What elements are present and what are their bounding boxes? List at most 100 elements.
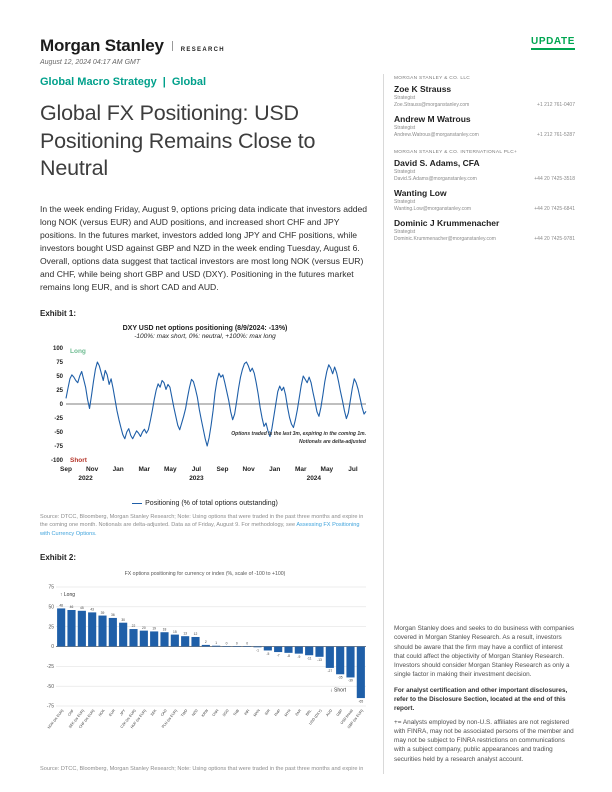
svg-text:-11: -11	[307, 657, 312, 661]
line-chart-svg: 100 75 50 25 0 -25 -50 -75 -100 Long Short Options …	[51, 346, 367, 482]
section-region: Global	[171, 76, 207, 88]
svg-text:NZD: NZD	[191, 708, 199, 717]
section-name: Global Macro Strategy	[40, 76, 157, 88]
svg-text:48: 48	[59, 604, 63, 608]
report-timestamp: August 12, 2024 04:17 AM GMT	[40, 59, 141, 66]
morgan-stanley-logo: Morgan Stanley	[40, 36, 164, 55]
svg-text:Short: Short	[70, 457, 88, 464]
svg-text:75: 75	[48, 585, 54, 591]
svg-text:100: 100	[53, 346, 64, 352]
svg-text:18: 18	[163, 628, 167, 632]
svg-text:45: 45	[80, 606, 84, 610]
svg-text:13: 13	[183, 632, 187, 636]
svg-text:CNH: CNH	[212, 708, 220, 717]
svg-text:Sep: Sep	[217, 466, 229, 473]
exhibit1-label: Exhibit 1:	[40, 308, 77, 318]
svg-text:AUD: AUD	[325, 708, 333, 717]
analyst-name: Andrew M Watrous	[394, 114, 471, 124]
svg-text:30: 30	[121, 618, 125, 622]
svg-text:Jul: Jul	[192, 466, 202, 473]
analyst-phone: +44 20 7425-3518	[534, 176, 575, 182]
svg-text:75: 75	[56, 360, 63, 366]
svg-text:-8: -8	[287, 654, 290, 658]
svg-text:IDR: IDR	[264, 709, 271, 717]
svg-text:20: 20	[142, 626, 146, 630]
svg-text:-39: -39	[348, 679, 353, 683]
svg-text:Options traded is the last 3m,: Options traded is the last 3m, expiring …	[231, 431, 366, 437]
svg-text:-75: -75	[54, 444, 63, 450]
svg-text:May: May	[164, 466, 177, 473]
main-columns: Global Macro Strategy | Global Global FX P…	[40, 74, 575, 774]
svg-text:Jan: Jan	[113, 466, 124, 473]
svg-text:SEK: SEK	[150, 708, 158, 717]
svg-text:JPY: JPY	[119, 708, 127, 716]
svg-text:2024: 2024	[307, 475, 322, 482]
svg-text:19: 19	[152, 627, 156, 631]
svg-text:25: 25	[56, 388, 63, 394]
exhibit1-methodology-link[interactable]: Assessing FX Positioning with Currency O…	[40, 522, 360, 537]
svg-text:Long: Long	[70, 348, 86, 355]
exhibit1-legend: Positioning (% of total options outstand…	[40, 500, 370, 507]
svg-text:EUR: EUR	[108, 708, 116, 717]
svg-text:SGD: SGD	[222, 708, 230, 717]
svg-text:2023: 2023	[189, 475, 204, 482]
svg-text:-7: -7	[277, 654, 280, 658]
analyst-card: Wanting Low Strategist Wanting.Low@morgans…	[394, 188, 575, 212]
analyst-card: Andrew M Watrous Strategist Andrew.Watrous…	[394, 114, 575, 138]
svg-text:Nov: Nov	[86, 466, 99, 473]
exhibit1-source-note: Source: DTCC, Bloomberg, Morgan Stanley …	[40, 513, 370, 538]
svg-text:50: 50	[56, 374, 63, 380]
svg-text:ZAR: ZAR	[295, 708, 303, 716]
summary-paragraph: In the week ending Friday, August 9, opt…	[40, 203, 368, 292]
analyst-groups: MORGAN STANLEY & CO. LLC Zoe K Strauss Str…	[394, 74, 575, 248]
analyst-name: Wanting Low	[394, 188, 447, 198]
svg-text:39: 39	[101, 611, 105, 615]
analyst-phone: +44 20 7425-9781	[534, 236, 575, 242]
svg-text:Mar: Mar	[138, 466, 150, 473]
analyst-role: Strategist	[394, 169, 416, 175]
svg-text:12: 12	[194, 632, 198, 636]
section-divider: |	[162, 76, 166, 88]
svg-text:-9: -9	[297, 655, 300, 659]
analyst-sidebar: MORGAN STANLEY & CO. LLC Zoe K Strauss Str…	[383, 74, 575, 774]
analyst-email: Dominic.Krummenacher@morganstanley.com	[394, 236, 496, 242]
analyst-contact-row: Andrew.Watrous@morganstanley.com +1 212 7…	[394, 132, 575, 138]
svg-text:2022: 2022	[78, 475, 93, 482]
analyst-contact-row: David.S.Adams@morganstanley.com +44 20 74…	[394, 176, 575, 182]
svg-text:Jul: Jul	[348, 466, 358, 473]
svg-text:-75: -75	[47, 704, 54, 710]
analyst-email: David.S.Adams@morganstanley.com	[394, 176, 477, 182]
svg-text:43: 43	[90, 608, 94, 612]
analyst-contact-row: Wanting.Low@morganstanley.com +44 20 7425…	[394, 206, 575, 212]
analyst-email: Zoe.Strauss@morganstanley.com	[394, 102, 470, 108]
svg-text:↓ Short: ↓ Short	[330, 688, 346, 694]
svg-text:0: 0	[51, 644, 54, 650]
svg-text:2: 2	[205, 640, 207, 644]
exhibit-2: Exhibit 2: FX options positioning for cu…	[40, 553, 372, 774]
svg-text:GBP: GBP	[336, 708, 344, 717]
analyst-contact-row: Zoe.Strauss@morganstanley.com +1 212 761-…	[394, 102, 575, 108]
article-column: Global Macro Strategy | Global Global FX P…	[40, 74, 372, 774]
svg-text:0: 0	[226, 642, 228, 646]
svg-text:-25: -25	[47, 664, 54, 670]
analyst-phone: +1 212 761-0407	[537, 102, 575, 108]
firm-name: MORGAN STANLEY & CO. INTERNATIONAL PLC+	[394, 150, 518, 155]
exhibit-1: Exhibit 1: DXY USD net options positioni…	[40, 309, 372, 538]
svg-text:-35: -35	[338, 676, 343, 680]
svg-text:-100: -100	[51, 458, 64, 464]
svg-text:INR: INR	[243, 709, 250, 717]
report-header: Morgan Stanley RESEARCH UPDATE August 12…	[40, 36, 575, 66]
svg-text:Jan: Jan	[269, 466, 280, 473]
svg-text:22: 22	[132, 624, 136, 628]
research-division-label: RESEARCH	[180, 47, 225, 53]
analyst-name: Zoe K Strauss	[394, 84, 452, 94]
svg-text:↑ Long: ↑ Long	[60, 592, 75, 598]
svg-text:Sep: Sep	[60, 466, 72, 473]
svg-text:Nov: Nov	[242, 466, 255, 473]
update-badge: UPDATE	[531, 36, 575, 50]
firm-name: MORGAN STANLEY & CO. LLC	[394, 76, 471, 81]
svg-text:KRW: KRW	[201, 708, 210, 717]
svg-text:0: 0	[236, 642, 238, 646]
svg-text:0: 0	[60, 402, 64, 408]
